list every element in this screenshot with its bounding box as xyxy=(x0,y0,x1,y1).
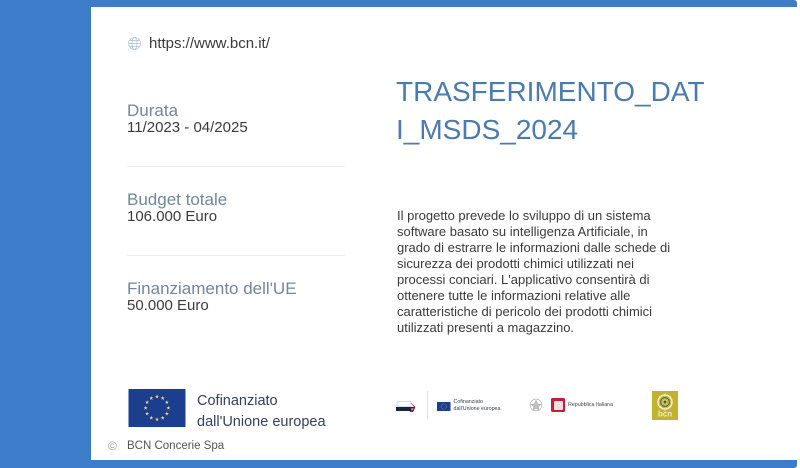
svg-text:bcn: bcn xyxy=(658,410,672,419)
